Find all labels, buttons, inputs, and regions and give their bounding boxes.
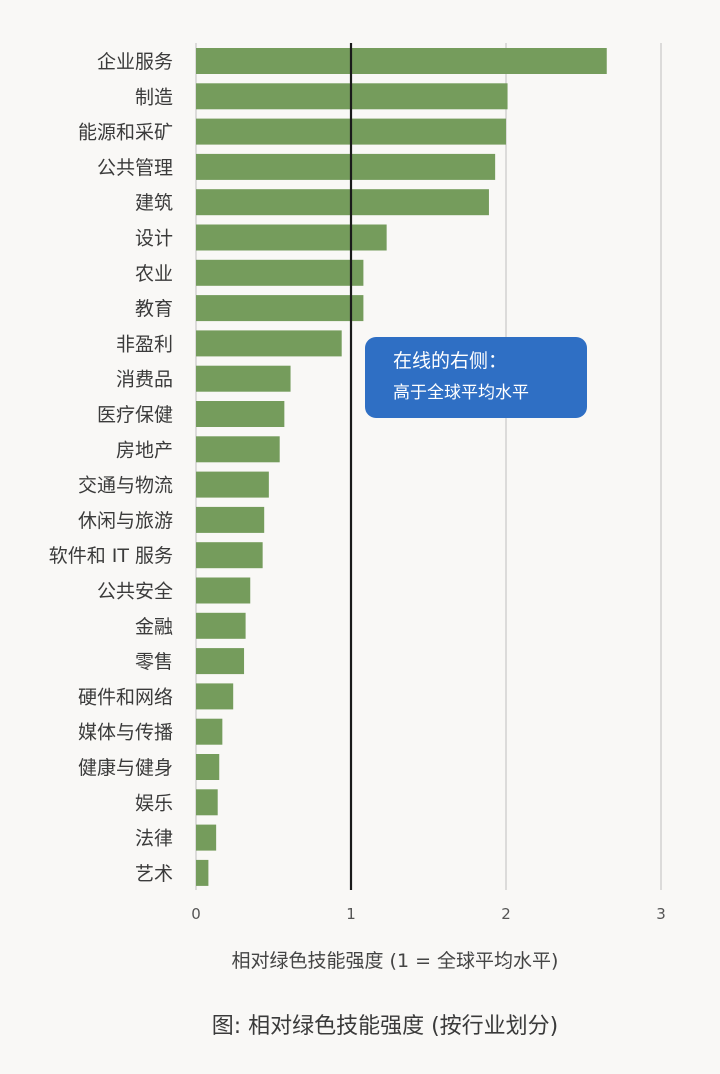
- x-tick-label: 1: [346, 905, 356, 923]
- bar: [196, 471, 269, 498]
- category-label: 非盈利: [116, 333, 173, 355]
- x-tick-label: 3: [656, 905, 666, 923]
- bar: [196, 401, 285, 427]
- bar: [196, 436, 280, 463]
- bar: [196, 506, 265, 533]
- bar: [196, 612, 246, 639]
- bar: [196, 718, 223, 745]
- bar: [196, 189, 489, 216]
- category-label: 消费品: [116, 369, 173, 391]
- bar: [196, 859, 209, 886]
- annotation-line-1: 在线的右侧：: [393, 350, 508, 372]
- x-tick-label: 0: [191, 905, 201, 923]
- category-label: 制造: [135, 86, 173, 108]
- bar: [196, 683, 234, 710]
- category-label: 农业: [135, 263, 173, 285]
- bar: [196, 224, 387, 251]
- x-axis-ticks: 0 1 2 3: [191, 905, 666, 923]
- category-label: 媒体与传播: [78, 722, 173, 744]
- annotation-callout: 在线的右侧： 高于全球平均水平: [365, 337, 587, 418]
- bar: [196, 754, 220, 780]
- bar: [196, 365, 291, 392]
- annotation-line-2: 高于全球平均水平: [393, 383, 529, 403]
- category-label: 艺术: [135, 863, 173, 885]
- bar: [196, 330, 342, 357]
- bar: [196, 542, 263, 569]
- category-label: 硬件和网络: [78, 686, 173, 708]
- category-label: 教育: [135, 298, 173, 320]
- category-label: 企业服务: [97, 51, 173, 73]
- x-axis-title: 相对绿色技能强度 (1 = 全球平均水平): [232, 950, 559, 972]
- bar: [196, 295, 364, 322]
- category-label: 软件和 IT 服务: [49, 545, 173, 567]
- category-label: 交通与物流: [78, 475, 173, 497]
- bar: [196, 789, 218, 816]
- category-label: 医疗保健: [97, 404, 173, 426]
- category-label: 能源和采矿: [78, 122, 173, 144]
- x-tick-label: 2: [501, 905, 511, 923]
- category-label: 零售: [135, 651, 173, 673]
- bar: [196, 648, 245, 675]
- figure-caption: 图: 相对绿色技能强度 (按行业划分): [212, 1014, 559, 1039]
- category-label: 法律: [135, 828, 173, 850]
- bar: [196, 48, 607, 74]
- bar: [196, 577, 251, 604]
- category-label: 公共管理: [97, 157, 173, 179]
- category-label: 设计: [135, 228, 173, 250]
- category-labels: 企业服务制造能源和采矿公共管理建筑设计农业教育非盈利消费品医疗保健房地产交通与物…: [49, 51, 173, 885]
- bar: [196, 259, 364, 286]
- bar: [196, 153, 496, 180]
- category-label: 娱乐: [135, 792, 173, 814]
- category-label: 休闲与旅游: [78, 510, 173, 532]
- category-label: 公共安全: [97, 581, 173, 603]
- category-label: 建筑: [135, 192, 173, 214]
- category-label: 健康与健身: [78, 757, 173, 779]
- category-label: 房地产: [116, 439, 173, 461]
- category-label: 金融: [135, 616, 173, 638]
- bar-layer: [196, 48, 607, 886]
- bar: [196, 824, 217, 851]
